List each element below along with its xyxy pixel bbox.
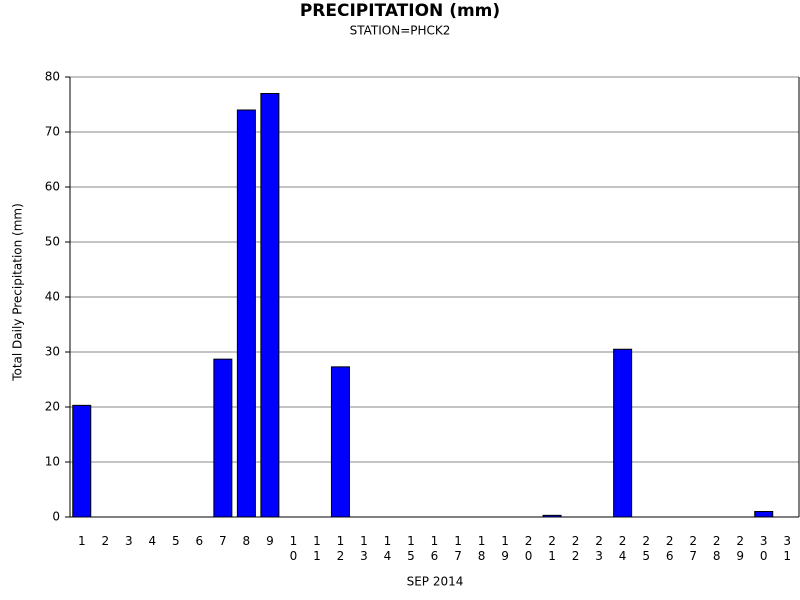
y-axis-label: Total Daily Precipitation (mm) bbox=[11, 203, 25, 382]
bar bbox=[542, 514, 562, 518]
bar bbox=[213, 358, 233, 518]
chart-title: PRECIPITATION (mm) bbox=[300, 1, 500, 21]
y-tick-label: 60 bbox=[45, 180, 60, 194]
x-tick-label: 1 bbox=[78, 534, 86, 548]
bar bbox=[260, 93, 280, 518]
bar bbox=[754, 511, 774, 518]
y-tick-label: 20 bbox=[45, 400, 60, 414]
bar bbox=[72, 404, 92, 518]
chart-subtitle: STATION=PHCK2 bbox=[350, 24, 451, 38]
y-tick-label: 10 bbox=[45, 455, 60, 469]
bar bbox=[330, 366, 350, 518]
y-tick-label: 50 bbox=[45, 235, 60, 249]
x-tick-label: 3 bbox=[125, 534, 133, 548]
x-tick-label: 7 bbox=[219, 534, 227, 548]
bar bbox=[236, 109, 256, 518]
y-tick-label: 0 bbox=[52, 510, 60, 524]
x-tick-label: 8 bbox=[243, 534, 251, 548]
y-tick-label: 80 bbox=[45, 70, 60, 84]
x-tick-label: 2 bbox=[101, 534, 109, 548]
y-tick-label: 30 bbox=[45, 345, 60, 359]
bar bbox=[613, 348, 633, 518]
x-axis-label: SEP 2014 bbox=[407, 575, 464, 589]
x-tick-label: 5 bbox=[172, 534, 180, 548]
y-tick-label: 40 bbox=[45, 290, 60, 304]
x-tick-label: 9 bbox=[266, 534, 274, 548]
x-tick-label: 6 bbox=[196, 534, 204, 548]
x-tick-label: 4 bbox=[148, 534, 156, 548]
y-tick-label: 70 bbox=[45, 125, 60, 139]
